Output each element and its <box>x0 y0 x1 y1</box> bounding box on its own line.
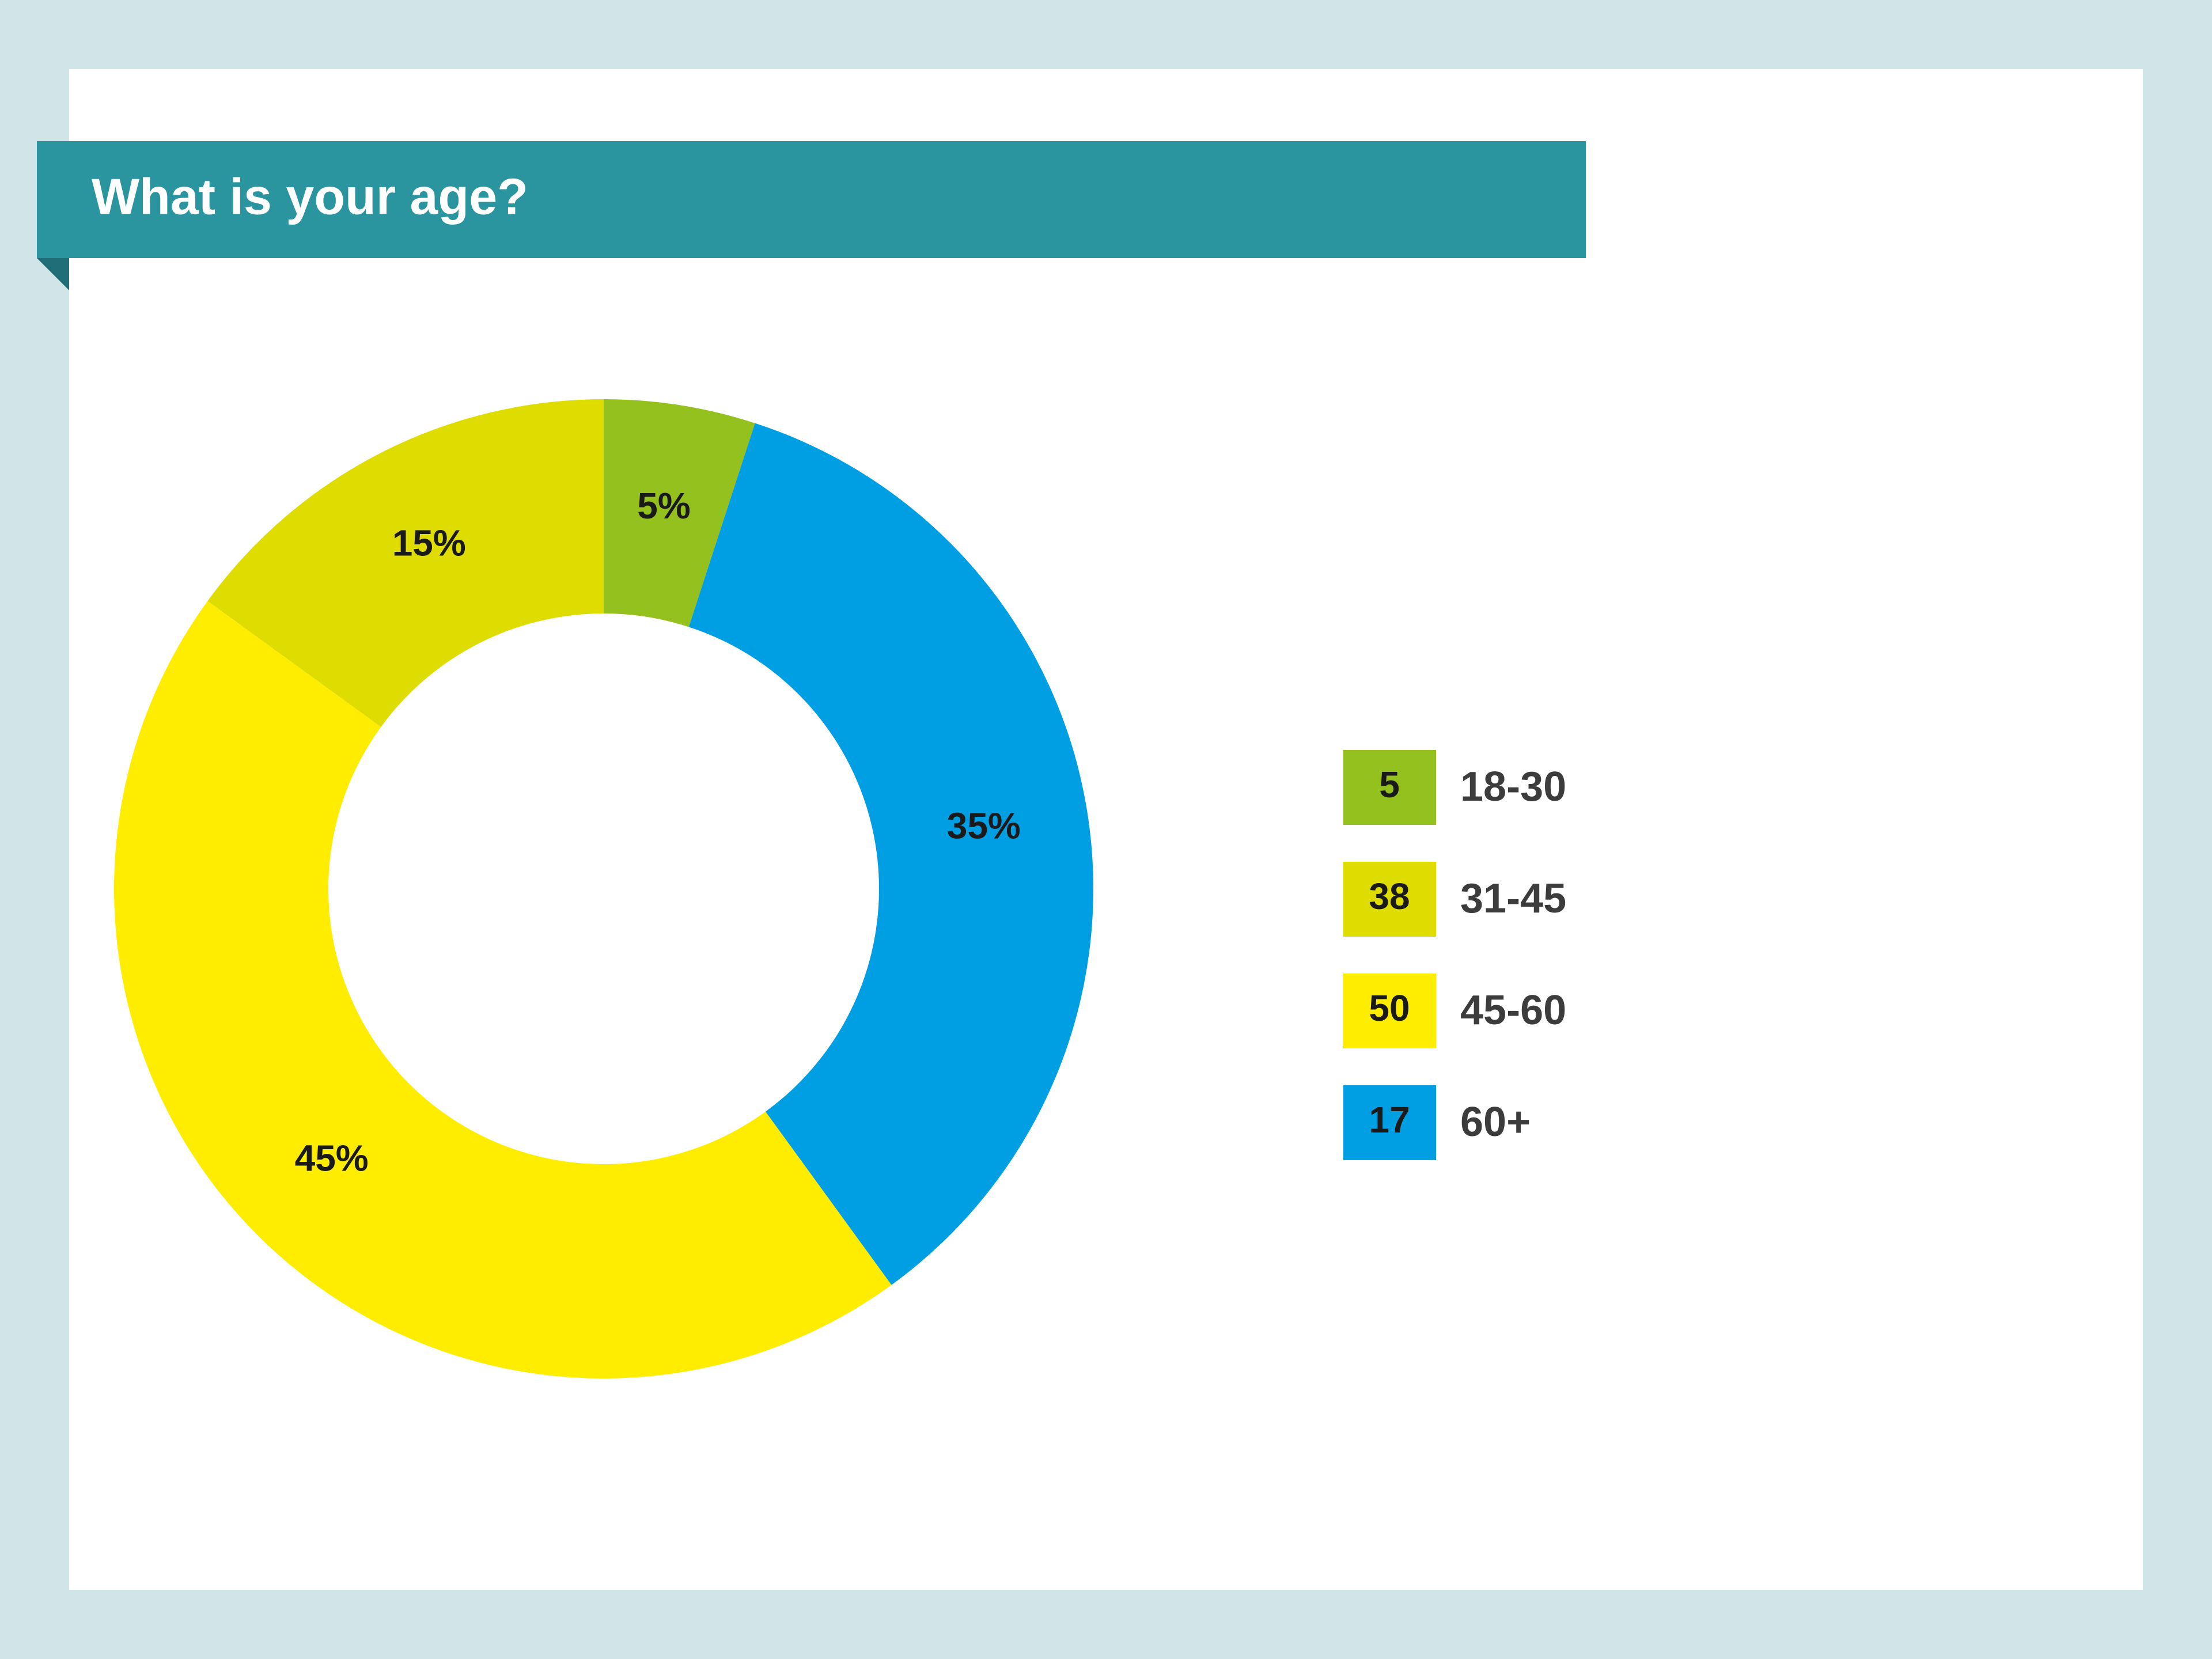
donut-slice <box>604 399 755 627</box>
banner-fold <box>37 258 69 290</box>
legend-label: 45-60 <box>1460 987 1566 1033</box>
donut-slice <box>688 423 1093 1285</box>
legend-count: 38 <box>1369 876 1410 917</box>
panel <box>69 69 2143 1590</box>
legend-swatch <box>1343 974 1436 1048</box>
data-label: 45% <box>295 1137 369 1179</box>
donut-slice <box>113 601 892 1378</box>
legend-count: 17 <box>1369 1099 1410 1141</box>
legend-label: 60+ <box>1460 1099 1531 1145</box>
title-banner <box>37 141 1586 258</box>
chart-title: What is your age? <box>92 168 528 225</box>
data-label: 15% <box>392 522 466 564</box>
legend-swatch <box>1343 862 1436 937</box>
data-label: 35% <box>947 805 1021 846</box>
legend-swatch <box>1343 1085 1436 1160</box>
legend-count: 50 <box>1369 987 1410 1029</box>
data-label: 5% <box>637 485 691 527</box>
legend-swatch <box>1343 750 1436 825</box>
donut-slice <box>207 399 604 728</box>
legend-label: 18-30 <box>1460 764 1566 810</box>
legend-label: 31-45 <box>1460 876 1566 922</box>
legend-count: 5 <box>1379 764 1400 805</box>
